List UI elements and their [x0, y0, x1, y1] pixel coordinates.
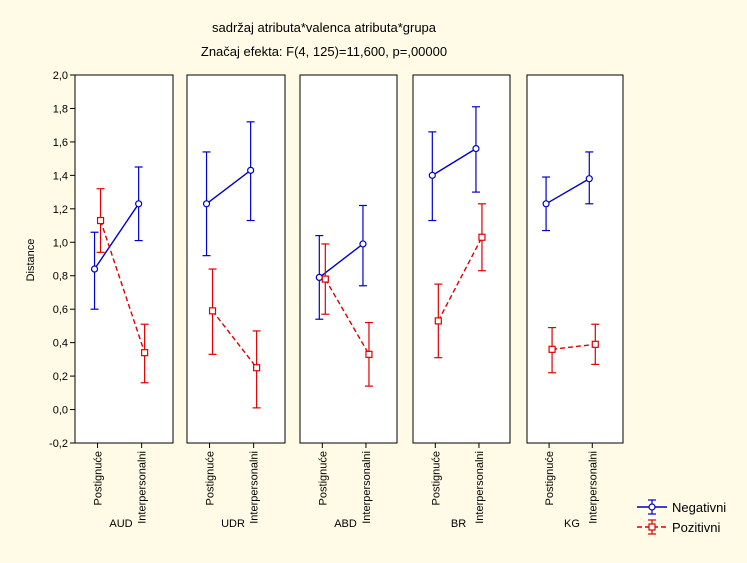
legend-item-pozitivni: Pozitivni: [637, 519, 721, 535]
series-pozitivni: [96, 188, 149, 384]
group-label: BR: [451, 518, 466, 530]
data-point: [365, 350, 373, 358]
group-label: UDR: [221, 518, 245, 530]
series-line: [551, 343, 596, 351]
series-line: [324, 278, 370, 355]
data-point: [202, 200, 211, 208]
panel-frame: [186, 74, 286, 444]
series-line: [206, 169, 252, 205]
x-tick-label: Interpersonalni: [249, 451, 261, 524]
panel-br: Postignuće Interpersonalni BR: [412, 74, 511, 530]
legend-marker: [648, 523, 656, 531]
data-point: [434, 317, 442, 325]
y-tick-label: 0,6: [53, 304, 68, 316]
y-tick-label: 2,0: [53, 70, 68, 82]
y-tick-label: 1,8: [53, 103, 68, 115]
series-line: [545, 178, 590, 205]
data-point: [591, 340, 599, 348]
x-tick-label: Postignuće: [93, 451, 105, 505]
series-line: [211, 310, 258, 369]
series-pozitivni: [321, 243, 373, 387]
panel-frame: [299, 74, 398, 444]
panel-kg: Postignuće Interpersonalni KG: [526, 74, 624, 530]
data-point: [359, 240, 367, 248]
series-line: [99, 220, 146, 353]
series-negativni: [90, 166, 143, 310]
chart-subtitle: Značaj efekta: F(4, 125)=11,600, p=,0000…: [201, 44, 447, 59]
x-tick-label: Postignuće: [430, 451, 442, 505]
data-point: [478, 233, 486, 241]
series-negativni: [428, 106, 480, 222]
series-pozitivni: [208, 268, 261, 409]
y-tick-label: 1,6: [53, 137, 68, 149]
y-tick-label: 1,4: [53, 170, 68, 182]
panel-aud: Postignuće Interpersonalni AUD: [74, 74, 174, 530]
data-point: [585, 175, 593, 183]
legend-label: Pozitivni: [672, 520, 721, 535]
panel-frame: [526, 74, 624, 444]
y-tick-label: 0,0: [53, 405, 68, 417]
y-tick-label: 0,2: [53, 371, 68, 383]
legend-label: Negativni: [672, 500, 726, 515]
data-point: [428, 171, 436, 179]
panel-frame: [74, 74, 174, 444]
y-tick-label: 0,4: [53, 338, 68, 350]
panel-abd: Postignuće Interpersonalni ABD: [299, 74, 398, 530]
group-label: KG: [564, 518, 580, 530]
data-point: [315, 273, 323, 281]
data-point: [208, 307, 217, 315]
data-point: [253, 364, 261, 372]
x-tick-label: Interpersonalni: [474, 451, 486, 524]
group-label: AUD: [109, 518, 132, 530]
data-point: [141, 349, 149, 357]
panel-udr: Postignuće Interpersonalni UDR: [186, 74, 286, 530]
legend: Negativni Pozitivni: [637, 499, 726, 535]
data-point: [135, 200, 143, 208]
data-point: [247, 166, 255, 174]
x-tick-label: Postignuće: [544, 451, 556, 505]
data-point: [472, 145, 480, 153]
panels: Postignuće Interpersonalni AUD Postignuće In…: [74, 74, 624, 530]
y-axis: -0,2 0,0 0,2 0,4 0,6 0,8 1,0 1,2 1,4 1,6 1,8 2,0: [49, 70, 76, 450]
series-negativni: [202, 121, 255, 257]
x-tick-label: Interpersonalni: [361, 451, 373, 524]
data-point: [90, 265, 99, 273]
panel-frame: [412, 74, 511, 444]
series-negativni: [542, 151, 594, 232]
x-tick-label: Postignuće: [205, 451, 217, 505]
series-line: [431, 148, 477, 176]
legend-marker: [648, 503, 656, 511]
series-line: [93, 203, 140, 270]
y-tick-label: 1,0: [53, 237, 68, 249]
y-tick-label: 1,2: [53, 204, 68, 216]
group-label: ABD: [334, 518, 357, 530]
data-point: [548, 345, 556, 353]
data-point: [96, 216, 105, 225]
y-tick-label: 0,8: [53, 271, 68, 283]
series-pozitivni: [434, 203, 486, 359]
chart-title: sadržaj atributa*valenca atributa*grupa: [212, 20, 437, 35]
series-negativni: [315, 204, 367, 320]
x-tick-label: Interpersonalni: [137, 451, 149, 524]
data-point: [542, 200, 550, 208]
legend-item-negativni: Negativni: [637, 499, 726, 515]
x-tick-label: Postignuće: [317, 451, 329, 505]
x-tick-label: Interpersonalni: [587, 451, 599, 524]
series-line: [318, 243, 364, 278]
y-tick-label: -0,2: [49, 438, 68, 450]
series-pozitivni: [548, 323, 600, 374]
y-axis-label: Distance: [25, 239, 37, 282]
data-point: [321, 275, 329, 283]
